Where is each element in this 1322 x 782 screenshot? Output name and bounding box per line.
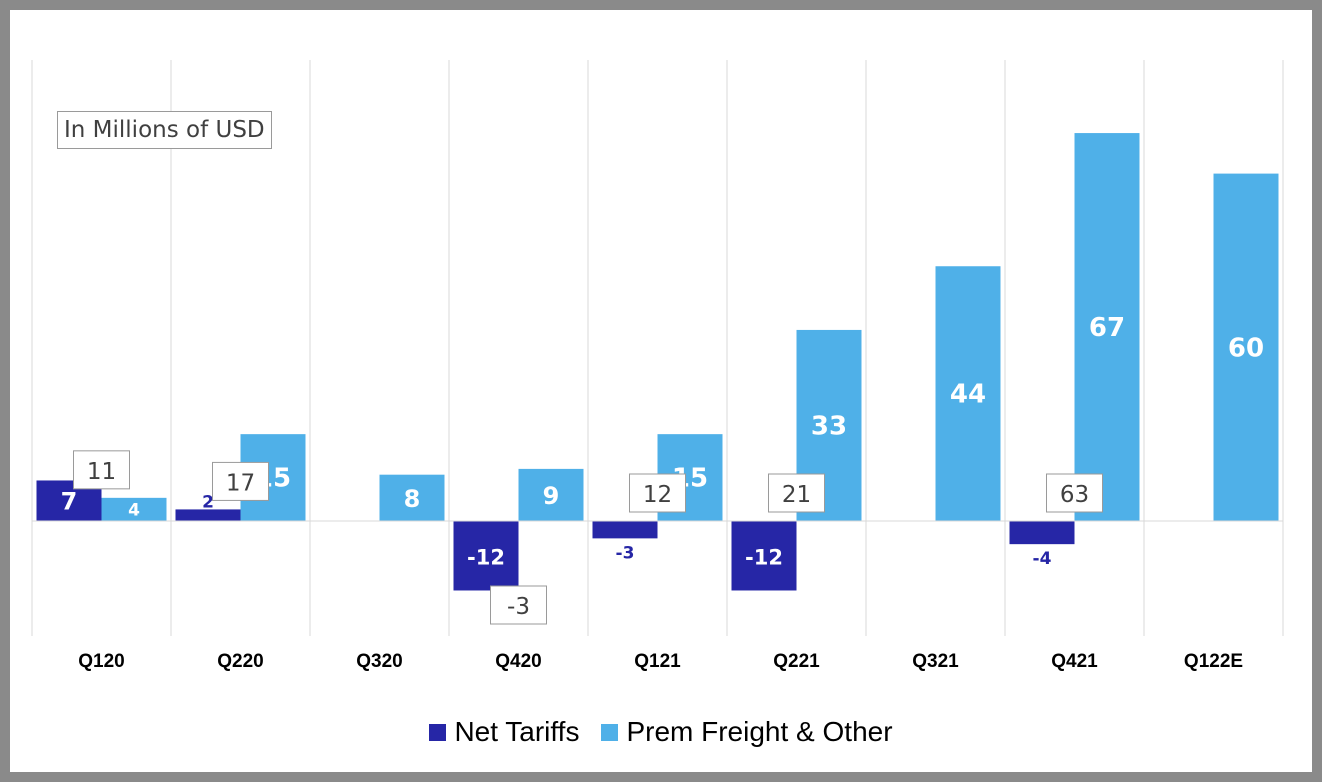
data-label-net-tariffs: -3 bbox=[616, 543, 635, 563]
bar-prem-freight bbox=[1213, 173, 1279, 521]
legend: Net Tariffs Prem Freight & Other bbox=[0, 716, 1322, 748]
legend-swatch-net-tariffs bbox=[429, 723, 447, 741]
total-label: 21 bbox=[782, 482, 811, 508]
data-label-net-tariffs: 7 bbox=[61, 488, 78, 516]
bar-net-tariffs bbox=[731, 521, 797, 591]
bar-prem-freight bbox=[1074, 133, 1140, 521]
data-label-prem-freight: 44 bbox=[950, 380, 986, 410]
data-label-prem-freight: 33 bbox=[811, 411, 847, 441]
data-label-net-tariffs: -12 bbox=[745, 546, 783, 570]
unit-label-box: In Millions of USD bbox=[57, 111, 272, 149]
x-tick-label: Q421 bbox=[1051, 651, 1098, 672]
legend-item-net-tariffs: Net Tariffs bbox=[429, 716, 579, 748]
legend-swatch-prem-freight bbox=[601, 723, 619, 741]
total-label-box bbox=[629, 473, 686, 513]
bar-prem-freight bbox=[379, 474, 445, 521]
total-label-box bbox=[212, 461, 269, 501]
x-tick-label: Q321 bbox=[912, 651, 959, 672]
data-label-net-tariffs: -4 bbox=[1033, 549, 1052, 569]
bar-net-tariffs bbox=[1009, 521, 1075, 545]
x-tick-label: Q121 bbox=[634, 651, 681, 672]
total-label: 11 bbox=[87, 459, 116, 485]
data-label-net-tariffs: -12 bbox=[467, 546, 505, 570]
x-tick-label: Q221 bbox=[773, 651, 820, 672]
data-label-prem-freight: 4 bbox=[128, 500, 140, 520]
total-label-box bbox=[73, 450, 130, 490]
total-label: 12 bbox=[643, 482, 672, 508]
bar-prem-freight bbox=[101, 497, 167, 521]
bar-net-tariffs bbox=[175, 509, 241, 521]
x-tick-label: Q122E bbox=[1184, 651, 1243, 672]
total-label: -3 bbox=[507, 594, 530, 620]
x-tick-label: Q420 bbox=[495, 651, 541, 672]
x-tick-label: Q220 bbox=[217, 651, 263, 672]
bar-net-tariffs bbox=[592, 521, 658, 539]
data-label-prem-freight: 67 bbox=[1089, 313, 1125, 343]
data-label-net-tariffs: 2 bbox=[202, 492, 214, 512]
data-label-prem-freight: 60 bbox=[1228, 333, 1264, 363]
total-label-box bbox=[768, 473, 825, 513]
data-label-prem-freight: 8 bbox=[404, 485, 421, 513]
x-tick-label: Q120 bbox=[78, 651, 124, 672]
legend-label-net-tariffs: Net Tariffs bbox=[454, 716, 580, 747]
legend-label-prem-freight: Prem Freight & Other bbox=[626, 716, 893, 747]
bar-prem-freight bbox=[518, 468, 584, 521]
total-label: 63 bbox=[1060, 482, 1089, 508]
total-label: 17 bbox=[226, 470, 255, 496]
data-label-prem-freight: 9 bbox=[543, 482, 560, 510]
bar-prem-freight bbox=[935, 266, 1001, 521]
total-label-box bbox=[490, 585, 547, 625]
total-label-box bbox=[1046, 473, 1103, 513]
legend-item-prem-freight: Prem Freight & Other bbox=[601, 716, 893, 748]
x-tick-label: Q320 bbox=[356, 651, 402, 672]
bar-net-tariffs bbox=[453, 521, 519, 591]
